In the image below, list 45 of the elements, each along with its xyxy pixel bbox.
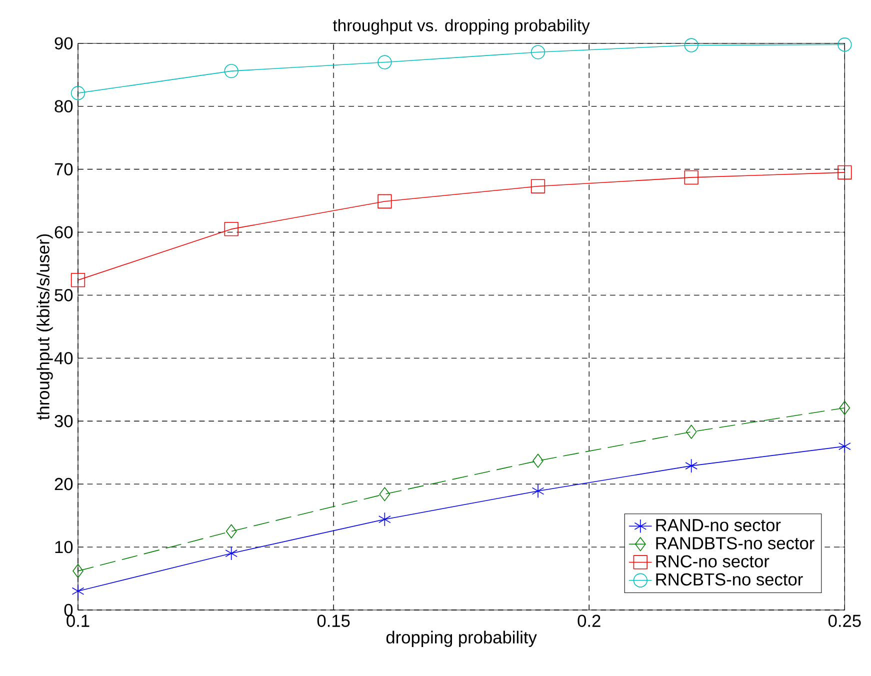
y-tick-label: 40 bbox=[54, 352, 73, 364]
y-tick-label: 10 bbox=[55, 540, 73, 554]
point bbox=[530, 179, 546, 194]
point bbox=[686, 424, 697, 439]
y-tick-label: 20 bbox=[54, 478, 73, 490]
point bbox=[838, 38, 852, 52]
point bbox=[684, 38, 698, 52]
point bbox=[70, 273, 86, 288]
y-tick-label: 90 bbox=[54, 37, 73, 50]
point bbox=[225, 546, 238, 560]
x-tick-label: 0.15 bbox=[317, 614, 350, 627]
point bbox=[685, 458, 698, 473]
legend-label: RNC-no sector bbox=[656, 555, 770, 568]
point bbox=[72, 584, 84, 598]
chart-title: throughput vs. dropping probability bbox=[332, 19, 590, 35]
legend-label: RAND-no sector bbox=[656, 519, 781, 532]
legend-label: RANDBTS-no sector bbox=[656, 537, 814, 550]
point bbox=[224, 222, 238, 236]
point bbox=[378, 194, 392, 208]
x-axis-title: dropping probability bbox=[386, 630, 537, 647]
point bbox=[838, 165, 852, 180]
point bbox=[72, 564, 84, 578]
point bbox=[70, 86, 86, 100]
point bbox=[532, 454, 544, 468]
y-tick-label: 80 bbox=[54, 100, 73, 112]
y-tick-label: 0 bbox=[64, 604, 73, 616]
point bbox=[378, 55, 392, 70]
y-tick-label: 50 bbox=[54, 289, 73, 302]
x-tick-label: 0.25 bbox=[828, 614, 861, 627]
y-tick-label: 60 bbox=[54, 226, 73, 238]
x-tick-label: 0.1 bbox=[66, 614, 90, 627]
point bbox=[532, 484, 544, 498]
point bbox=[530, 45, 546, 60]
point bbox=[839, 400, 850, 415]
point bbox=[224, 64, 238, 78]
legend-label: RNCBTS-no sector bbox=[656, 573, 803, 586]
point bbox=[226, 524, 237, 538]
point bbox=[684, 170, 698, 185]
y-tick-label: 70 bbox=[54, 163, 73, 176]
x-tick-label: 0.2 bbox=[578, 614, 600, 627]
y-tick-label: 30 bbox=[54, 414, 73, 428]
y-axis-title: throughput (kbits/s/user) bbox=[36, 234, 53, 420]
point bbox=[379, 487, 390, 502]
point bbox=[378, 512, 391, 526]
point bbox=[838, 439, 851, 454]
